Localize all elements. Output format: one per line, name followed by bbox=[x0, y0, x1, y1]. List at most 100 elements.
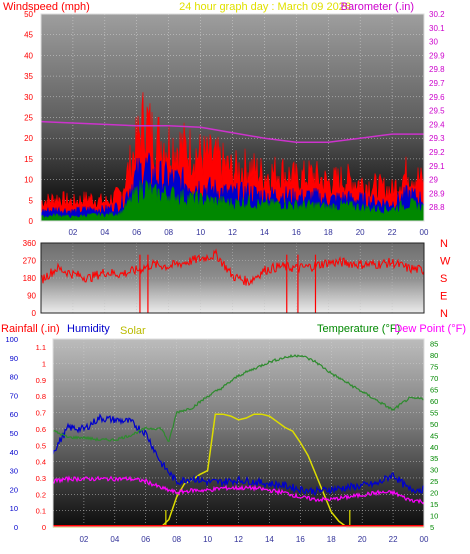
barometer-y-tick-4: 29.2 bbox=[429, 148, 445, 157]
temp-y-tick-16: 85 bbox=[430, 340, 438, 349]
temp-y-tick-0: 5 bbox=[430, 523, 434, 532]
humidity-y-tick-3: 30 bbox=[10, 467, 18, 476]
lower-series bbox=[52, 353, 425, 528]
rain-y-tick-1: 0.1 bbox=[36, 507, 46, 516]
lower-grid bbox=[53, 339, 425, 528]
barometer-y-tick-0: 28.8 bbox=[429, 203, 445, 212]
direction-letter-3: E bbox=[440, 291, 447, 303]
rain-y-tick-4: 0.4 bbox=[36, 458, 46, 467]
wind-y-tick-1: 5 bbox=[29, 196, 34, 205]
temp-y-tick-1: 10 bbox=[430, 512, 438, 521]
barometer-y-tick-2: 29 bbox=[429, 176, 438, 185]
temp-y-tick-5: 30 bbox=[430, 466, 438, 475]
temperature-label: Temperature (°F) bbox=[317, 323, 400, 335]
wind-series bbox=[40, 92, 425, 222]
direction-y-tick-2: 180 bbox=[23, 274, 37, 283]
humidity-y-tick-2: 20 bbox=[10, 485, 18, 494]
lower-x-tick-7: 16 bbox=[296, 535, 305, 544]
wind-x-tick-1: 04 bbox=[100, 228, 109, 237]
wind-plot-frame bbox=[40, 13, 425, 222]
barometer-y-tick-3: 29.1 bbox=[429, 162, 445, 171]
direction-letter-0: N bbox=[440, 238, 448, 250]
lower-x-tick-9: 20 bbox=[358, 535, 367, 544]
humidity-line bbox=[52, 413, 425, 497]
wind-x-tick-3: 08 bbox=[164, 228, 173, 237]
barometer-y-tick-14: 30.2 bbox=[429, 10, 445, 19]
solar-line bbox=[53, 413, 424, 528]
humidity-y-tick-0: 0 bbox=[14, 523, 18, 532]
barometer-line bbox=[40, 120, 424, 144]
lower-x-tick-0: 02 bbox=[79, 535, 88, 544]
lower-x-tick-6: 14 bbox=[265, 535, 274, 544]
temp-y-tick-13: 70 bbox=[430, 374, 438, 383]
wind-x-tick-2: 06 bbox=[132, 228, 141, 237]
rain-y-tick-10: 1 bbox=[42, 360, 46, 369]
temp-y-tick-12: 65 bbox=[430, 385, 438, 394]
humidity-y-tick-1: 10 bbox=[10, 504, 18, 513]
direction-y-tick-3: 270 bbox=[23, 257, 37, 266]
rain-y-tick-5: 0.5 bbox=[36, 441, 46, 450]
rainfall-label: Rainfall (.in) bbox=[1, 323, 60, 335]
wind-axis-ticks: 0 5 10 15 20 25 30 35 40 45 50 28.8 28.9 29 29.1 29.2 29… bbox=[24, 10, 445, 237]
lower-x-tick-3: 08 bbox=[172, 535, 181, 544]
humidity-y-tick-6: 60 bbox=[10, 410, 18, 419]
direction-plot-frame bbox=[40, 242, 425, 314]
barometer-y-tick-10: 29.8 bbox=[429, 65, 445, 74]
wind-x-tick-7: 16 bbox=[292, 228, 301, 237]
barometer-y-tick-8: 29.6 bbox=[429, 93, 445, 102]
humidity-y-tick-4: 40 bbox=[10, 448, 18, 457]
direction-y-tick-1: 90 bbox=[27, 292, 36, 301]
barometer-y-tick-12: 30 bbox=[429, 38, 438, 47]
barometer-y-tick-5: 29.3 bbox=[429, 134, 445, 143]
barometer-y-tick-6: 29.4 bbox=[429, 120, 445, 129]
wind-x-tick-9: 20 bbox=[356, 228, 365, 237]
lower-x-tick-11: 00 bbox=[420, 535, 429, 544]
wind-x-tick-0: 02 bbox=[68, 228, 77, 237]
wind-y-tick-4: 20 bbox=[24, 134, 33, 143]
wind-y-tick-7: 35 bbox=[24, 72, 33, 81]
lower-plot-frame bbox=[52, 338, 425, 528]
windspeed-label: Windspeed (mph) bbox=[3, 1, 90, 13]
wind-x-tick-6: 14 bbox=[260, 228, 269, 237]
wind-y-tick-2: 10 bbox=[24, 176, 33, 185]
lower-x-tick-4: 10 bbox=[203, 535, 212, 544]
wind-x-tick-5: 12 bbox=[228, 228, 237, 237]
humidity-y-tick-8: 80 bbox=[10, 373, 18, 382]
temp-y-tick-10: 55 bbox=[430, 408, 438, 417]
wind-y-tick-8: 40 bbox=[24, 51, 33, 60]
humidity-y-tick-10: 100 bbox=[5, 335, 18, 344]
temp-y-tick-4: 25 bbox=[430, 477, 438, 486]
direction-letter-4: N bbox=[440, 308, 448, 320]
direction-letter-1: W bbox=[440, 256, 451, 268]
dewpoint-line bbox=[52, 475, 425, 505]
wind-y-tick-10: 50 bbox=[24, 10, 33, 19]
barometer-y-tick-7: 29.5 bbox=[429, 107, 445, 116]
temp-y-tick-8: 45 bbox=[430, 431, 438, 440]
rain-y-tick-11: 1.1 bbox=[36, 343, 46, 352]
humidity-y-tick-5: 50 bbox=[10, 429, 18, 438]
temp-y-tick-9: 50 bbox=[430, 420, 438, 429]
barometer-y-tick-13: 30.1 bbox=[429, 24, 445, 33]
lower-x-tick-8: 18 bbox=[327, 535, 336, 544]
humidity-y-tick-7: 70 bbox=[10, 391, 18, 400]
rain-y-tick-3: 0.3 bbox=[36, 474, 46, 483]
rain-y-tick-0: 0 bbox=[42, 523, 46, 532]
barometer-y-tick-11: 29.9 bbox=[429, 51, 445, 60]
humidity-label: Humidity bbox=[67, 323, 110, 335]
solar-label: Solar bbox=[120, 325, 146, 337]
lower-x-tick-5: 12 bbox=[234, 535, 243, 544]
temp-y-tick-6: 35 bbox=[430, 454, 438, 463]
lower-x-tick-10: 22 bbox=[389, 535, 398, 544]
temp-y-tick-7: 40 bbox=[430, 443, 438, 452]
temperature-line bbox=[52, 353, 425, 443]
lower-x-tick-1: 04 bbox=[110, 535, 119, 544]
dewpoint-label: Dew Point (°F) bbox=[394, 323, 466, 335]
direction-y-tick-0: 0 bbox=[32, 309, 37, 318]
wind-y-tick-6: 30 bbox=[24, 93, 33, 102]
humidity-y-tick-9: 90 bbox=[10, 354, 18, 363]
direction-line bbox=[40, 248, 425, 287]
wind-low-area bbox=[40, 179, 425, 222]
temp-y-tick-3: 20 bbox=[430, 489, 438, 498]
